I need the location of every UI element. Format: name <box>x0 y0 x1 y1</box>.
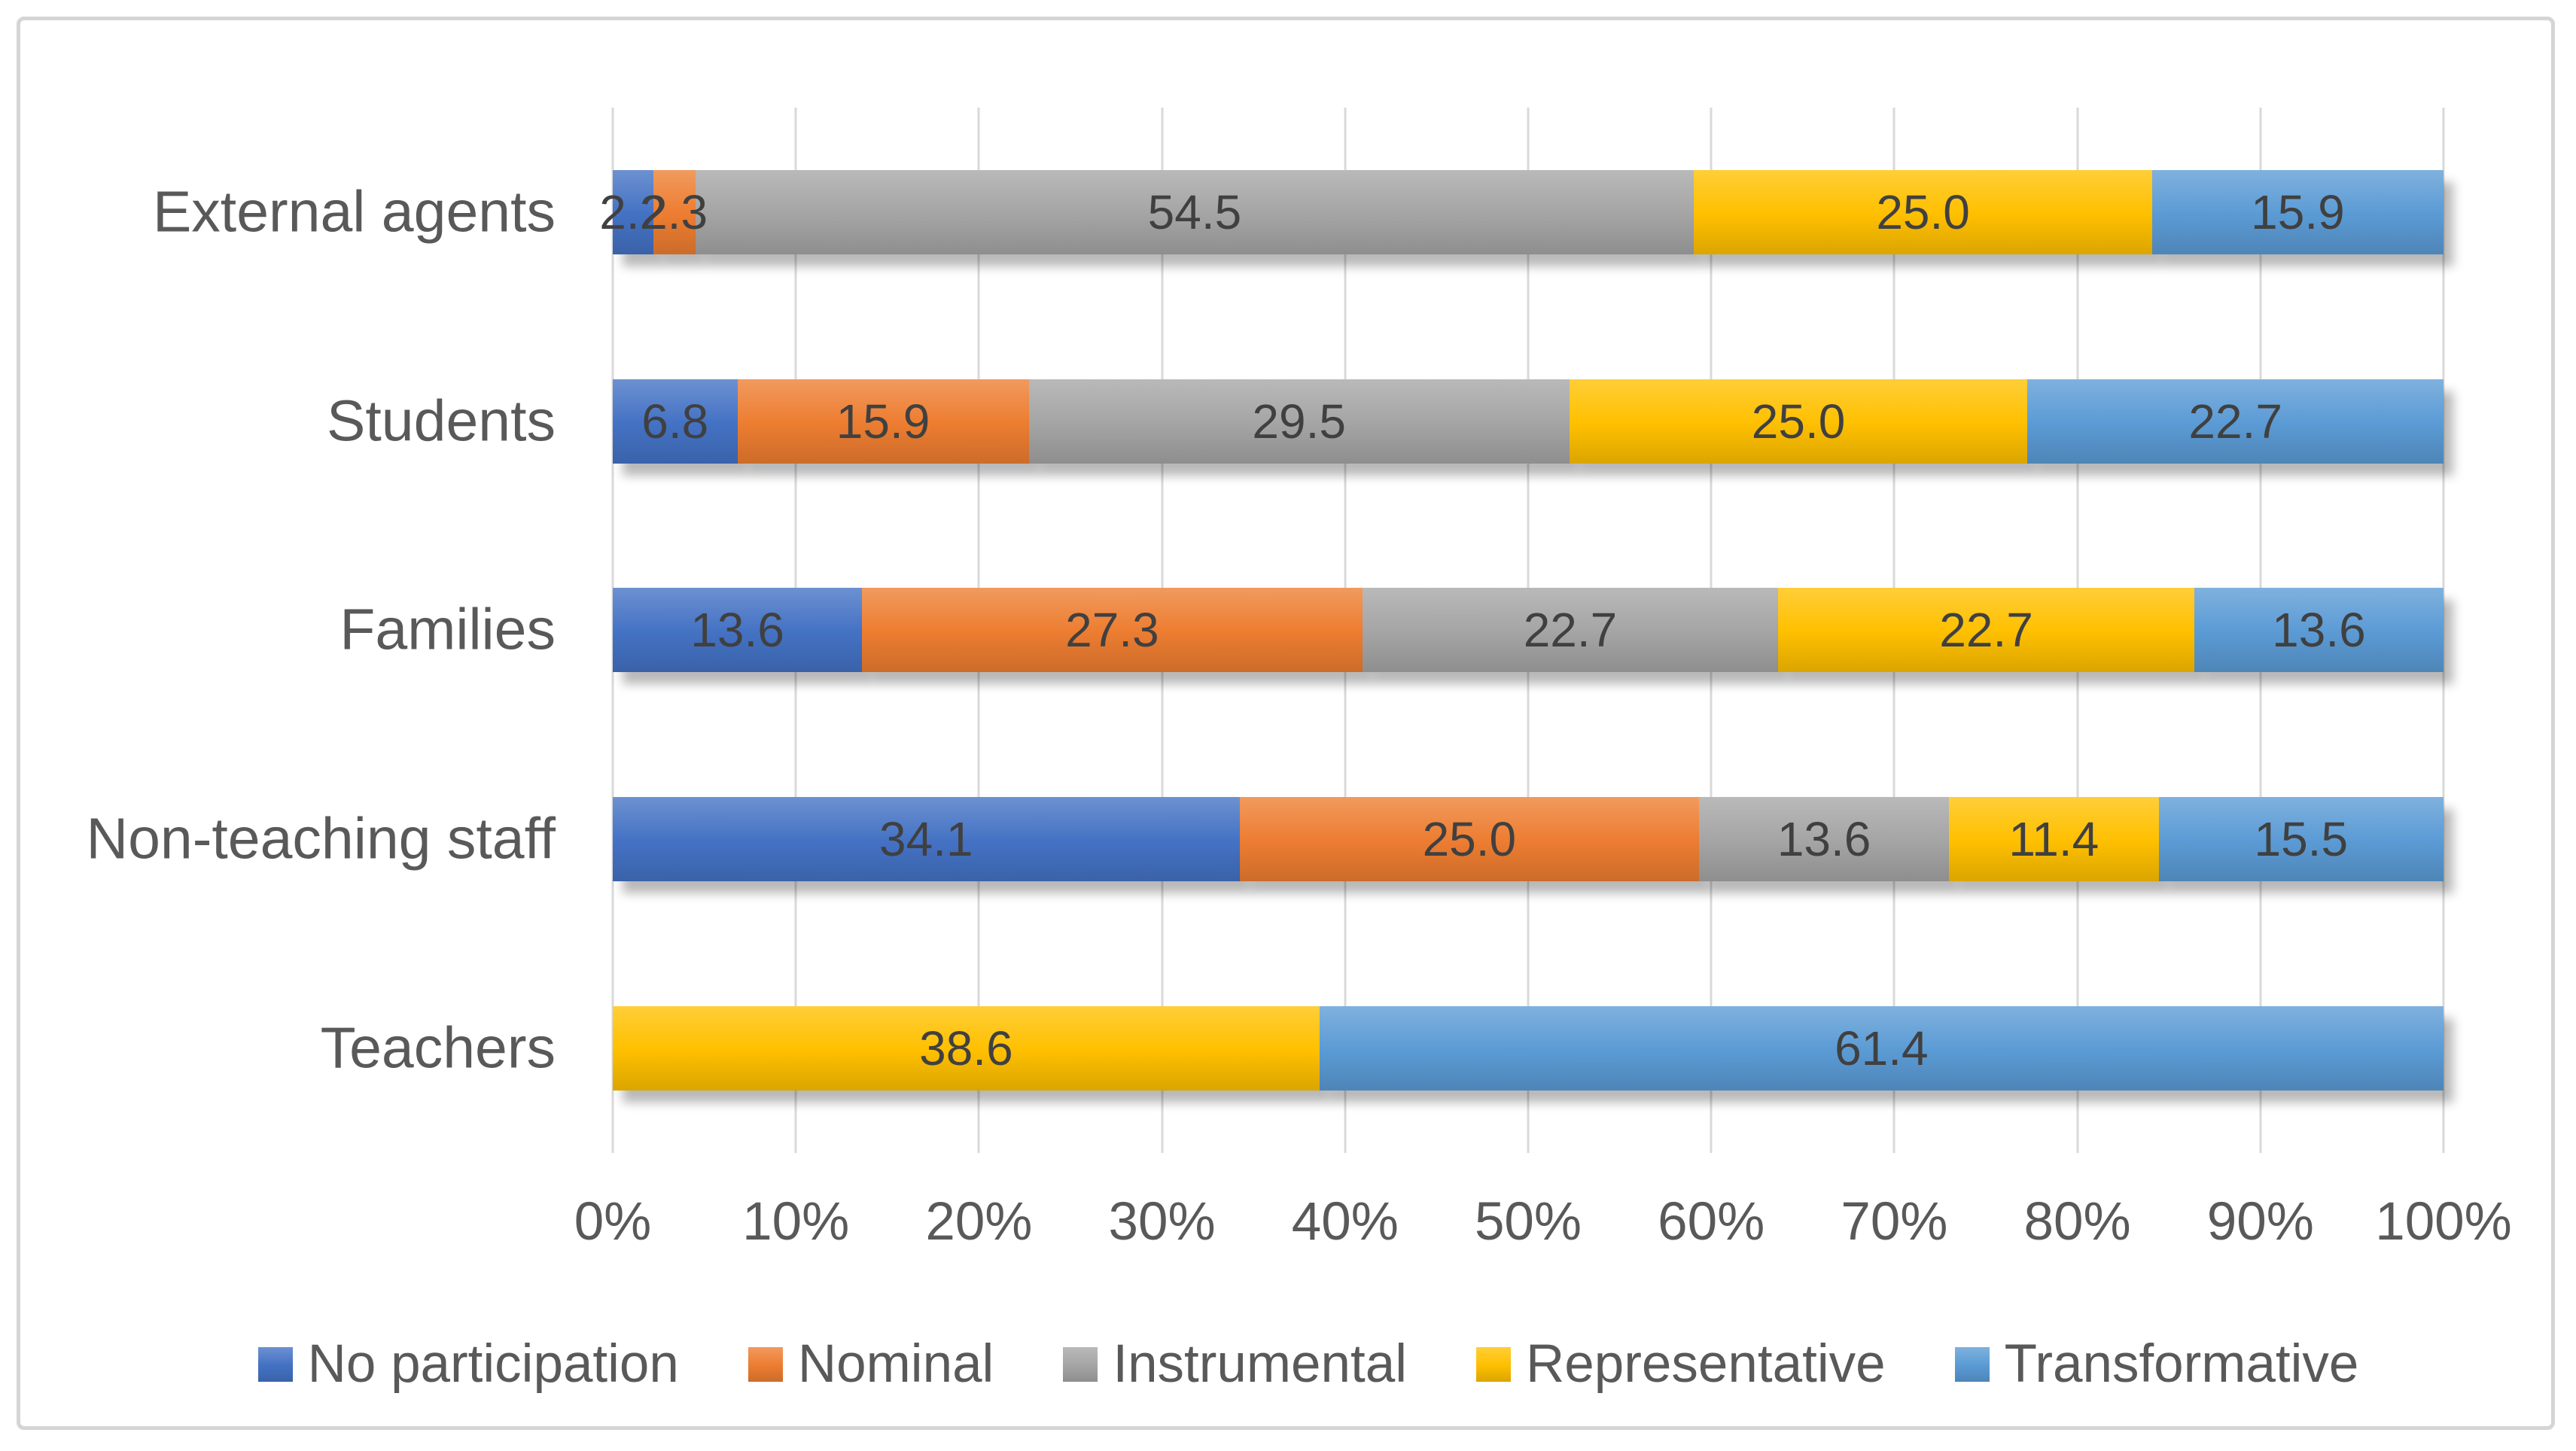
legend-label: Instrumental <box>1113 1334 1408 1394</box>
data-label: 38.6 <box>919 1021 1013 1076</box>
legend-swatch-icon <box>1954 1346 1990 1382</box>
legend-item-transformative: Transformative <box>1954 1334 2359 1395</box>
legend-label: No participation <box>307 1334 679 1394</box>
stacked-bar: 6.8 15.9 29.5 25.0 22.7 <box>613 379 2444 464</box>
legend-swatch-icon <box>1476 1346 1512 1382</box>
legend-item-representative: Representative <box>1476 1334 1886 1395</box>
bar-segment-transformative: 13.6 <box>2194 588 2444 673</box>
data-label: 22.7 <box>1939 603 2033 658</box>
data-label: 13.6 <box>690 603 784 658</box>
bar-segment-instrumental: 13.6 <box>1699 797 1950 882</box>
data-label: 22.7 <box>1523 603 1618 658</box>
bar-segment-no-participation: 13.6 <box>613 588 863 673</box>
category-label: Teachers <box>320 1015 556 1081</box>
legend-label: Transformative <box>2004 1334 2359 1394</box>
data-label: 2.2 <box>599 184 667 239</box>
data-label: 15.9 <box>836 394 930 449</box>
x-tick-label: 10% <box>742 1192 850 1252</box>
data-label: 11.4 <box>2008 812 2099 867</box>
x-tick-label: 100% <box>2375 1192 2512 1252</box>
legend-swatch-icon <box>257 1346 293 1382</box>
bar-segment-transformative: 22.7 <box>2027 379 2444 464</box>
stacked-bar: 38.6 61.4 <box>613 1006 2444 1091</box>
bar-segment-transformative: 15.9 <box>2151 169 2444 254</box>
x-tick-label: 20% <box>925 1192 1033 1252</box>
bar-segment-representative: 22.7 <box>1778 588 2194 673</box>
legend-item-no-participation: No participation <box>257 1334 679 1395</box>
bar-segment-instrumental: 22.7 <box>1362 588 1779 673</box>
data-label: 25.0 <box>1422 812 1517 867</box>
x-tick-label: 80% <box>2023 1192 2131 1252</box>
bar-segment-nominal: 25.0 <box>1239 797 1700 882</box>
bar-segment-no-participation: 34.1 <box>613 797 1240 882</box>
legend-swatch-icon <box>1063 1346 1098 1382</box>
bar-segment-nominal: 27.3 <box>862 588 1363 673</box>
bar-segment-nominal: 15.9 <box>737 379 1029 464</box>
x-tick-label: 90% <box>2206 1192 2314 1252</box>
legend-label: Nominal <box>797 1334 994 1394</box>
bar-row: Families 13.6 27.3 22.7 22.7 13.6 <box>340 526 2444 735</box>
data-label: 54.5 <box>1147 184 1242 239</box>
data-label: 22.7 <box>2188 394 2282 449</box>
category-label: External agents <box>152 179 556 245</box>
x-tick-label: 0% <box>574 1192 652 1252</box>
legend: No participation Nominal Instrumental Repre… <box>20 1334 2576 1395</box>
bar-segment-instrumental: 54.5 <box>695 169 1694 254</box>
data-label: 13.6 <box>1777 812 1871 867</box>
bar-row: External agents 2.2 2.3 54.5 25.0 15.9 <box>153 108 2444 317</box>
bar-segment-representative: 38.6 <box>613 1006 1320 1091</box>
bar-segment-representative: 25.0 <box>1694 169 2152 254</box>
figure-frame: External agents 2.2 2.3 54.5 25.0 15.9 Student… <box>17 17 2555 1430</box>
data-label: 15.5 <box>2254 812 2349 867</box>
legend-swatch-icon <box>748 1346 783 1382</box>
data-label: 2.3 <box>641 184 708 239</box>
bar-segment-transformative: 15.5 <box>2158 797 2444 882</box>
x-tick-label: 40% <box>1291 1192 1399 1252</box>
plot-area: External agents 2.2 2.3 54.5 25.0 15.9 Student… <box>86 108 2445 1153</box>
stacked-bar: 34.1 25.0 13.6 11.4 15.5 <box>613 797 2444 882</box>
data-label: 25.0 <box>1876 184 1970 239</box>
data-label: 27.3 <box>1065 603 1159 658</box>
bar-segment-no-participation: 6.8 <box>613 379 738 464</box>
bar-segment-instrumental: 29.5 <box>1028 379 1570 464</box>
data-label: 25.0 <box>1751 394 1846 449</box>
category-label: Non-teaching staff <box>86 806 556 872</box>
x-tick-label: 60% <box>1658 1192 1765 1252</box>
stacked-bar: 13.6 27.3 22.7 22.7 13.6 <box>613 588 2444 673</box>
data-label: 61.4 <box>1835 1021 1929 1076</box>
data-label: 29.5 <box>1252 394 1346 449</box>
bar-segment-representative: 25.0 <box>1569 379 2028 464</box>
bar-segment-transformative: 61.4 <box>1319 1006 2444 1091</box>
data-label: 15.9 <box>2251 184 2345 239</box>
bar-segment-no-participation: 2.2 <box>599 169 666 254</box>
bar-row: Non-teaching staff 34.1 25.0 13.6 11.4 15.5 <box>86 735 2444 944</box>
legend-label: Representative <box>1526 1334 1886 1394</box>
data-label: 34.1 <box>879 812 973 867</box>
legend-item-nominal: Nominal <box>748 1334 994 1395</box>
bar-segment-nominal: 2.3 <box>641 169 708 254</box>
gridline <box>2442 108 2445 1153</box>
x-tick-label: 30% <box>1108 1192 1216 1252</box>
x-axis-tick-labels: 0% 10% 20% 30% 40% 50% 60% 70% 80% 90% 100% <box>574 1191 2512 1259</box>
x-tick-label: 70% <box>1841 1192 1948 1252</box>
data-label: 6.8 <box>641 394 709 449</box>
category-label: Families <box>340 597 556 662</box>
legend-item-instrumental: Instrumental <box>1063 1334 1407 1395</box>
stacked-bar: 2.2 2.3 54.5 25.0 15.9 <box>599 169 2444 254</box>
bar-segment-representative: 11.4 <box>1949 797 2159 882</box>
data-label: 13.6 <box>2272 603 2366 658</box>
bar-row: Students 6.8 15.9 29.5 25.0 22.7 <box>327 317 2444 526</box>
bar-row: Teachers 38.6 61.4 <box>321 944 2444 1153</box>
category-label: Students <box>327 388 556 454</box>
x-tick-label: 50% <box>1474 1192 1582 1252</box>
